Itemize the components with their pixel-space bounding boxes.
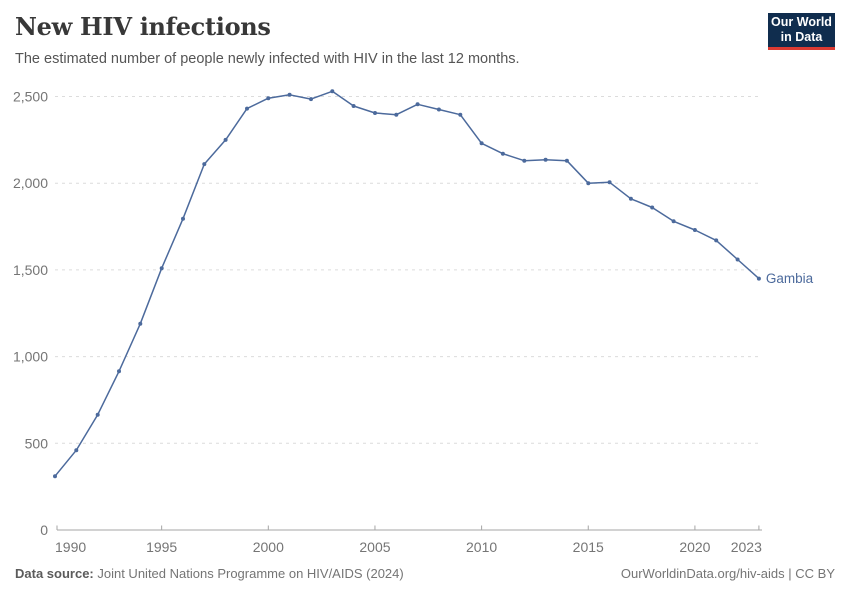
x-tick-label: 1990 xyxy=(55,539,86,555)
data-point[interactable] xyxy=(756,276,761,281)
data-point[interactable] xyxy=(373,111,377,115)
data-point[interactable] xyxy=(543,157,548,162)
data-point[interactable] xyxy=(138,321,143,326)
page-title: New HIV infections xyxy=(15,12,271,41)
data-point[interactable] xyxy=(671,219,676,224)
x-tick-label: 2023 xyxy=(731,539,762,555)
owid-logo-line2: in Data xyxy=(780,30,823,44)
x-tick-label: 2015 xyxy=(573,539,604,555)
chart-footer: Data source: Joint United Nations Progra… xyxy=(15,566,835,581)
x-tick-label: 2010 xyxy=(466,539,497,555)
y-tick-label: 1,000 xyxy=(13,349,48,365)
data-point[interactable] xyxy=(628,196,633,201)
owid-logo[interactable]: Our World in Data xyxy=(768,13,835,50)
x-tick-label: 2005 xyxy=(359,539,390,555)
data-point[interactable] xyxy=(223,137,228,142)
data-point[interactable] xyxy=(458,112,463,117)
data-point[interactable] xyxy=(202,162,207,167)
data-point[interactable] xyxy=(287,92,292,97)
y-tick-label: 1,500 xyxy=(13,262,48,278)
data-point[interactable] xyxy=(266,96,271,101)
x-tick-label: 2000 xyxy=(253,539,284,555)
data-point[interactable] xyxy=(522,158,527,163)
data-point[interactable] xyxy=(415,102,420,107)
data-point[interactable] xyxy=(500,151,505,156)
y-tick-label: 0 xyxy=(40,522,48,538)
data-point[interactable] xyxy=(330,89,335,94)
page-subtitle: The estimated number of people newly inf… xyxy=(15,51,520,67)
chart-svg: 0 500 1,000 1,500 2,000 2,500 1990 1995 2000 2005… xyxy=(13,89,814,556)
data-point[interactable] xyxy=(692,228,697,232)
data-point[interactable] xyxy=(181,216,185,221)
data-point[interactable] xyxy=(117,369,121,374)
data-point[interactable] xyxy=(309,97,313,102)
data-point[interactable] xyxy=(714,238,719,243)
data-point[interactable] xyxy=(159,266,164,271)
data-point[interactable] xyxy=(436,107,441,112)
data-point[interactable] xyxy=(586,181,591,186)
data-point[interactable] xyxy=(95,412,100,417)
entity-label[interactable]: Gambia xyxy=(766,271,814,286)
data-point[interactable] xyxy=(394,112,399,117)
data-point[interactable] xyxy=(53,474,57,479)
footer-link[interactable]: OurWorldinData.org/hiv-aids | CC BY xyxy=(620,566,835,581)
y-tick-label: 500 xyxy=(25,435,49,451)
data-source-label: Data source: xyxy=(15,566,94,581)
data-point[interactable] xyxy=(735,257,740,262)
x-tick-label: 1995 xyxy=(146,539,177,555)
data-source-text: Joint United Nations Programme on HIV/AI… xyxy=(93,566,404,581)
line-chart: 0 500 1,000 1,500 2,000 2,500 1990 1995 2000 2005… xyxy=(0,80,850,560)
data-point[interactable] xyxy=(245,106,249,111)
x-tick-label: 2020 xyxy=(679,539,710,555)
y-tick-label: 2,000 xyxy=(13,175,48,191)
y-tick-label: 2,500 xyxy=(13,89,48,105)
owid-logo-line1: Our World xyxy=(771,15,832,29)
data-point[interactable] xyxy=(351,104,356,108)
gambia-line[interactable] xyxy=(54,90,760,477)
data-source: Data source: Joint United Nations Progra… xyxy=(15,566,404,581)
data-point[interactable] xyxy=(607,180,612,185)
data-point[interactable] xyxy=(650,205,655,210)
data-point[interactable] xyxy=(74,448,79,453)
data-point[interactable] xyxy=(564,158,569,163)
data-point[interactable] xyxy=(479,141,484,146)
